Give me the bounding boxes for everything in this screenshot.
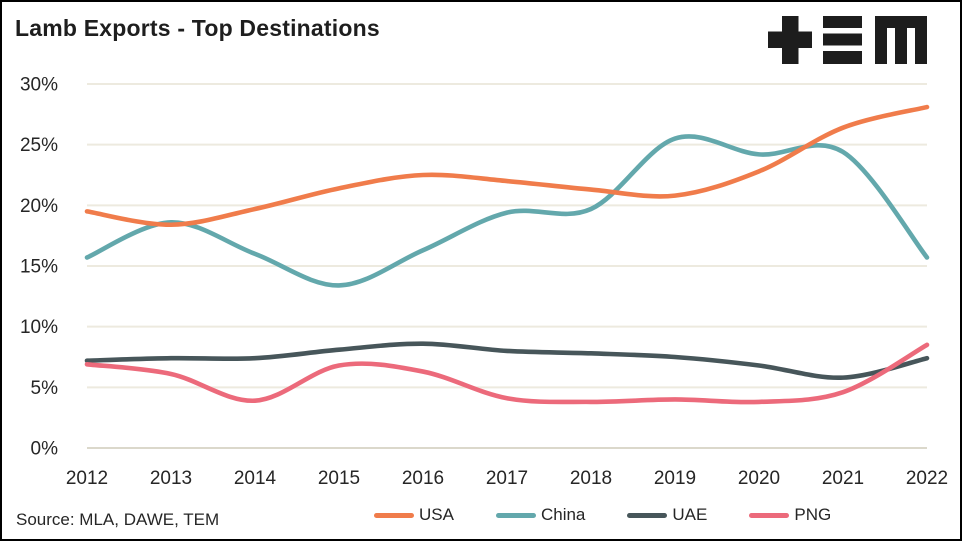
- x-axis-tick: 2022: [906, 468, 948, 489]
- legend-label-china: China: [540, 505, 586, 524]
- tem-logo: [768, 16, 927, 64]
- legend-item-china: China: [495, 505, 586, 525]
- png-line-swatch: [749, 512, 790, 518]
- x-axis-tick: 2013: [150, 468, 192, 489]
- x-axis-tick: 2019: [654, 468, 696, 489]
- source-note: Source: MLA, DAWE, TEM: [16, 510, 220, 529]
- y-axis-tick: 10%: [20, 317, 58, 338]
- triple-bar-icon: [823, 16, 862, 64]
- uae-line-swatch: [627, 512, 668, 518]
- chart-legend: USA China UAE PNG: [374, 505, 831, 525]
- chart-title: Lamb Exports - Top Destinations: [15, 15, 380, 41]
- x-axis-tick: 2021: [822, 468, 864, 489]
- x-axis-tick: 2018: [570, 468, 612, 489]
- y-axis-tick: 20%: [20, 196, 58, 217]
- legend-label-png: PNG: [794, 505, 832, 524]
- x-axis-tick: 2017: [486, 468, 528, 489]
- x-axis-tick: 2012: [66, 468, 108, 489]
- x-axis-tick: 2020: [738, 468, 780, 489]
- series-line-uae: [84, 341, 930, 380]
- legend-label-usa: USA: [419, 505, 454, 524]
- legend-item-usa: USA: [374, 505, 454, 525]
- x-axis-tick: 2015: [318, 468, 360, 489]
- usa-line-swatch: [374, 512, 414, 518]
- series-line-china: [84, 134, 930, 288]
- series-line-usa: [84, 104, 930, 228]
- plus-icon: [768, 16, 812, 64]
- y-axis-tick: 25%: [20, 135, 58, 156]
- x-axis-tick: 2016: [402, 468, 444, 489]
- y-axis-tick: 5%: [31, 378, 59, 399]
- y-axis-tick: 15%: [20, 257, 58, 278]
- series-line-png: [84, 342, 930, 405]
- legend-item-uae: UAE: [627, 505, 707, 525]
- x-axis-tick: 2014: [234, 468, 277, 489]
- y-axis-tick: 0%: [31, 439, 59, 460]
- legend-label-uae: UAE: [672, 505, 708, 524]
- legend-item-png: PNG: [749, 505, 831, 525]
- m-glyph-icon: [875, 16, 927, 64]
- china-line-swatch: [495, 512, 536, 518]
- y-axis-tick: 30%: [20, 75, 58, 96]
